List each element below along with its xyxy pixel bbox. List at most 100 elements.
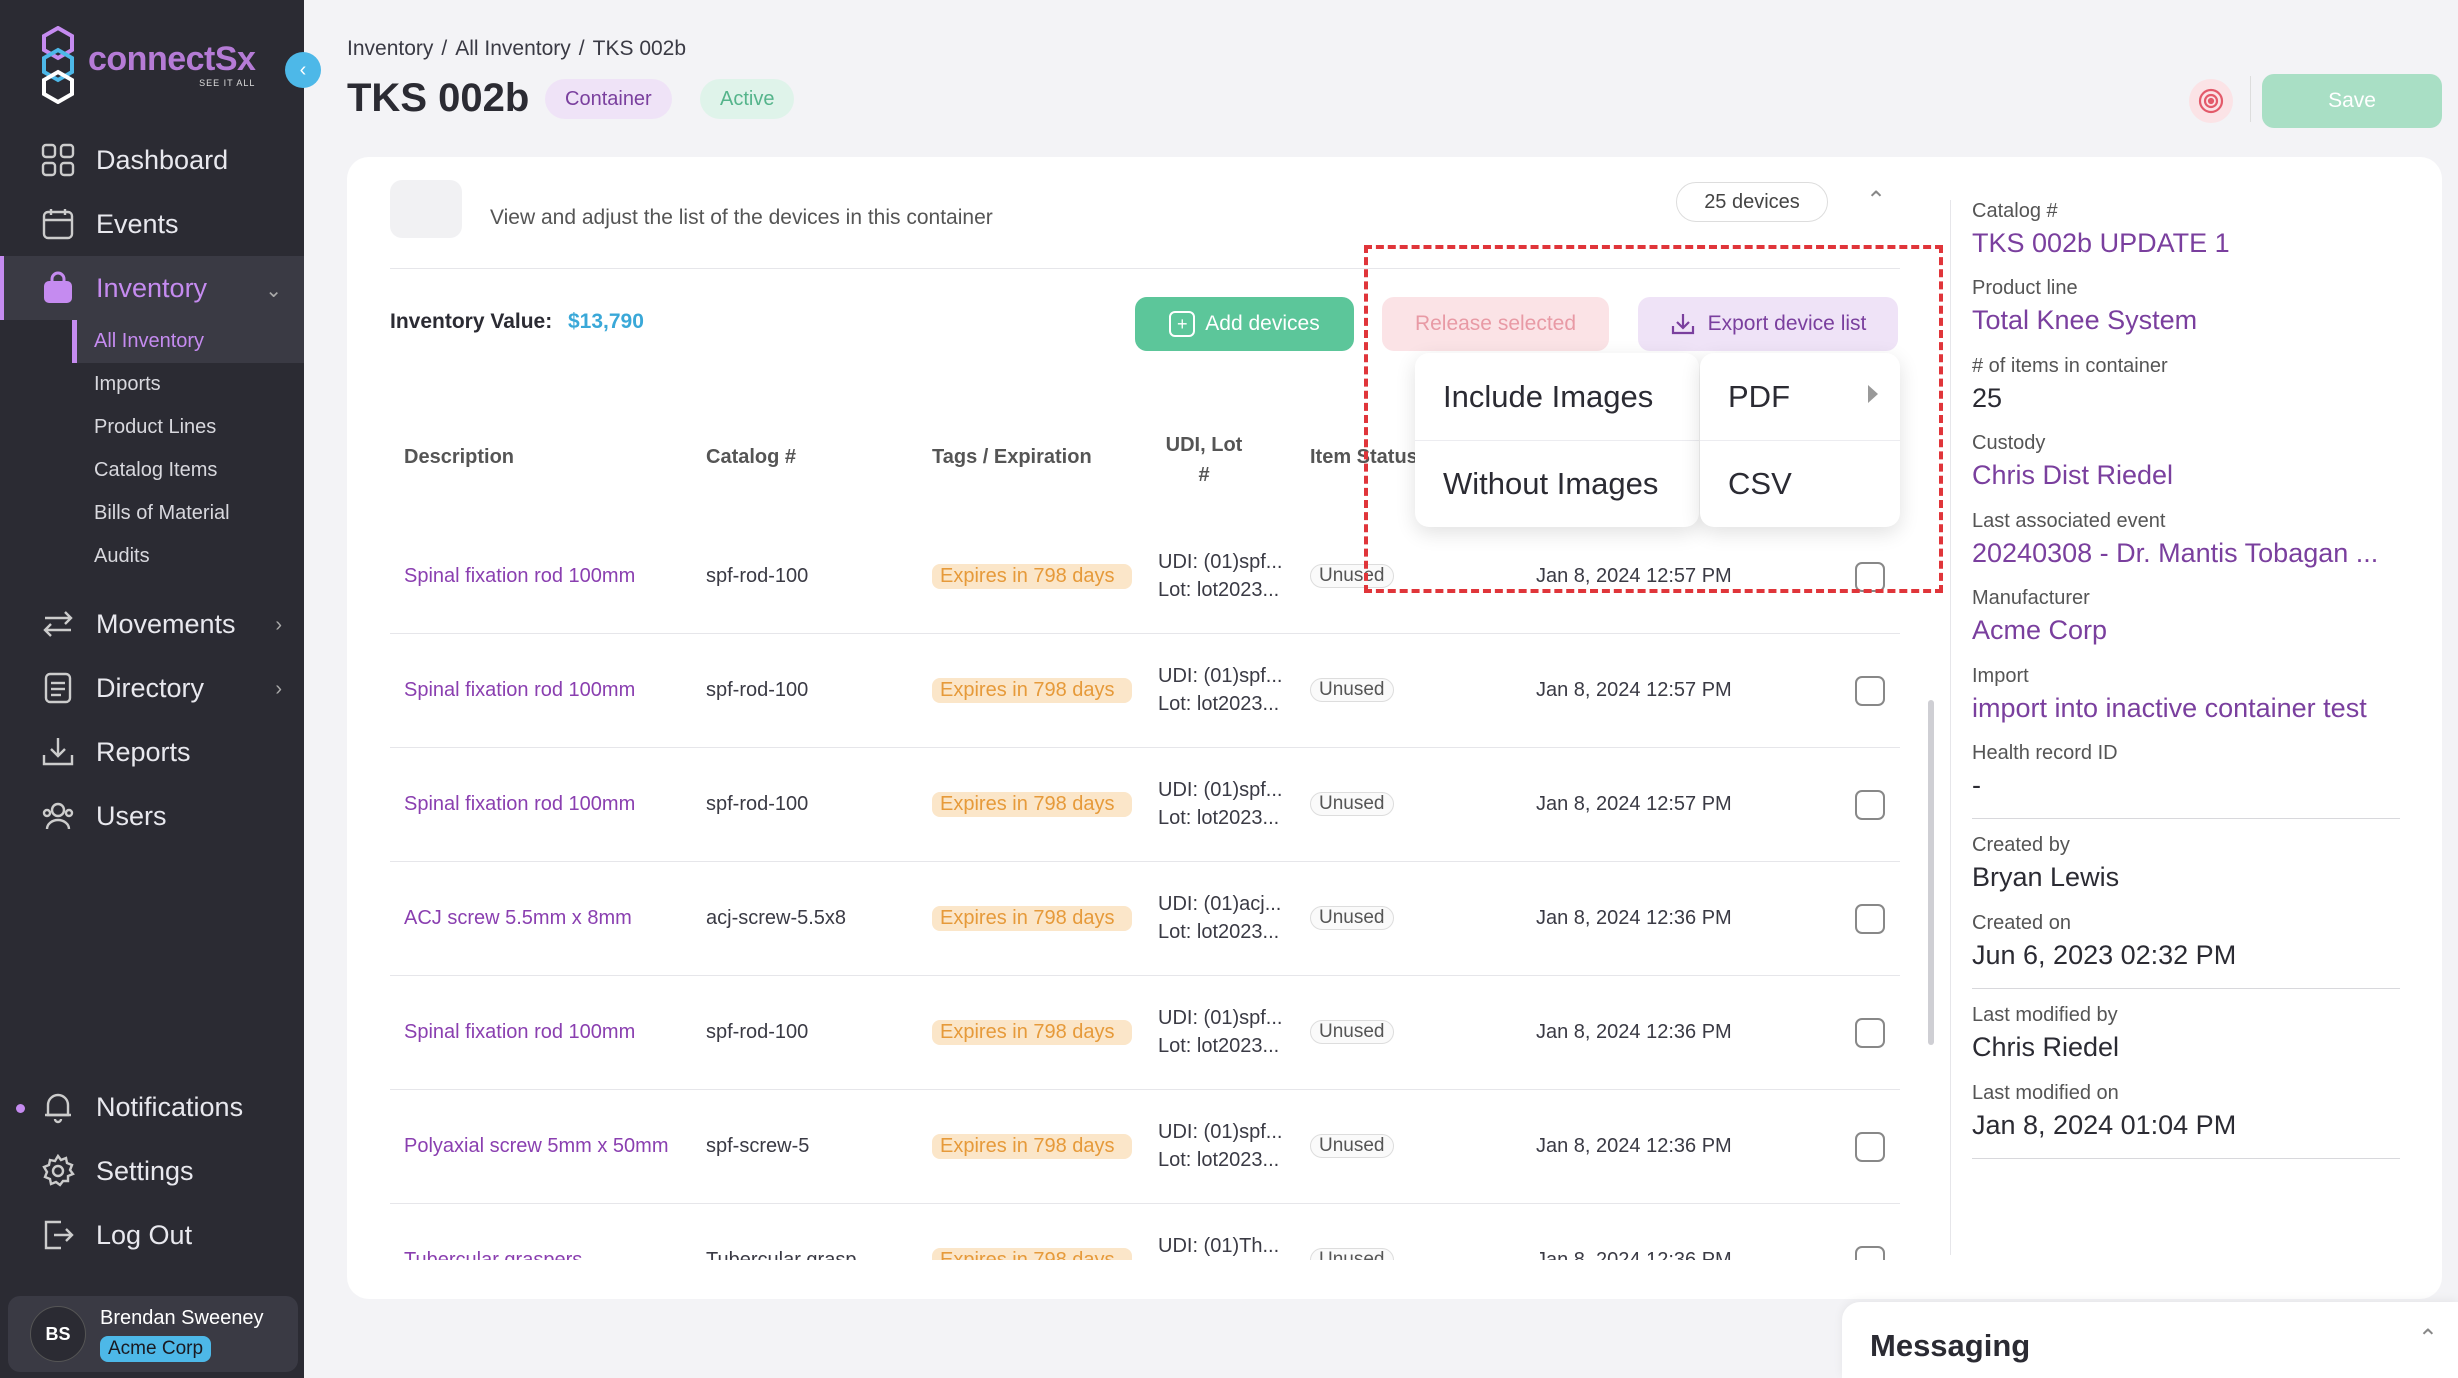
release-selected-button[interactable]: Release selected	[1382, 297, 1609, 351]
detail-label: Custody	[1972, 432, 2046, 454]
messaging-title: Messaging	[1870, 1328, 2031, 1363]
catalog-number: Tubercular grasp...	[706, 1249, 874, 1260]
collapse-sidebar-button[interactable]: ‹	[285, 52, 321, 88]
added-date: Jan 8, 2024 12:57 PM	[1536, 565, 1732, 587]
sidebar-item-notifications[interactable]: Notifications	[0, 1075, 304, 1139]
menu-item-pdf[interactable]: PDF	[1700, 353, 1900, 440]
save-button[interactable]: Save	[2262, 74, 2442, 128]
chevron-down-icon: ⌄	[265, 280, 282, 302]
row-checkbox[interactable]	[1855, 904, 1885, 934]
export-device-list-button[interactable]: Export device list	[1638, 297, 1898, 351]
table-row[interactable]: Polyaxial screw 5mm x 50mm spf-screw-5 Exp…	[390, 1090, 1900, 1204]
sidebar-item-logout[interactable]: Log Out	[0, 1203, 304, 1267]
table-row[interactable]: Spinal fixation rod 100mm spf-rod-100 Expi…	[390, 634, 1900, 748]
sidebar-subitem-audits[interactable]: Audits	[94, 545, 150, 567]
detail-link[interactable]: Chris Dist Riedel	[1972, 460, 2174, 490]
device-description-link[interactable]: Spinal fixation rod 100mm	[404, 565, 636, 587]
target-button[interactable]	[2189, 79, 2233, 123]
detail-link[interactable]: TKS 002b UPDATE 1	[1972, 228, 2230, 258]
column-header-tags[interactable]: Tags / Expiration	[932, 446, 1092, 468]
bag-icon	[40, 270, 76, 306]
sidebar-item-label: Movements	[96, 608, 236, 639]
table-row[interactable]: Spinal fixation rod 100mm spf-rod-100 Expi…	[390, 976, 1900, 1090]
download-icon	[40, 734, 76, 770]
column-header-catalog[interactable]: Catalog #	[706, 446, 797, 468]
sidebar-subitem-imports[interactable]: Imports	[94, 373, 161, 395]
chevron-up-icon[interactable]: ⌃	[1866, 187, 1887, 214]
added-date: Jan 8, 2024 12:57 PM	[1536, 679, 1732, 701]
logo-mark-icon	[42, 26, 74, 104]
user-card[interactable]: BS Brendan Sweeney Acme Corp	[8, 1296, 298, 1372]
udi-value: UDI: (01)spf...	[1158, 1121, 1283, 1143]
chevron-up-icon[interactable]: ⌃	[2417, 1325, 2438, 1352]
detail-link[interactable]: import into inactive container test	[1972, 693, 2367, 723]
bottom-nav: Notifications Settings Log Out	[0, 1075, 304, 1267]
udi-value: UDI: (01)Th...	[1158, 1235, 1280, 1257]
logo[interactable]: connectSx SEE IT ALL	[40, 26, 256, 104]
detail-label: Last associated event	[1972, 510, 2166, 532]
expiration-tag: Expires in 798 days	[932, 564, 1132, 589]
device-description-link[interactable]: ACJ screw 5.5mm x 8mm	[404, 907, 632, 929]
table-row[interactable]: Spinal fixation rod 100mm spf-rod-100 Expi…	[390, 520, 1900, 634]
device-description-link[interactable]: Spinal fixation rod 100mm	[404, 1021, 636, 1043]
detail-divider	[1972, 818, 2400, 819]
table-scrollbar[interactable]	[1928, 700, 1934, 1045]
sidebar-item-events[interactable]: Events	[0, 192, 304, 256]
breadcrumb-item[interactable]: Inventory	[347, 37, 434, 60]
sidebar-item-directory[interactable]: Directory ›	[0, 656, 304, 720]
table-row[interactable]: Spinal fixation rod 100mm spf-rod-100 Expi…	[390, 748, 1900, 862]
row-checkbox[interactable]	[1855, 1246, 1885, 1260]
sidebar-subitem-all-inventory[interactable]: All Inventory	[72, 320, 304, 363]
add-devices-button[interactable]: + Add devices	[1135, 297, 1354, 351]
breadcrumb-item[interactable]: All Inventory	[455, 37, 571, 60]
table-row[interactable]: ACJ screw 5.5mm x 8mm acj-screw-5.5x8 Expi…	[390, 862, 1900, 976]
messaging-panel[interactable]: Messaging ⌃	[1842, 1302, 2458, 1378]
sidebar-subitem-bills-of-material[interactable]: Bills of Material	[94, 502, 230, 524]
menu-item-include-images[interactable]: Include Images	[1443, 378, 1654, 414]
logo-text-b: Sx	[214, 40, 256, 78]
logo-tagline: SEE IT ALL	[199, 78, 256, 88]
table-row[interactable]: Tubercular graspers Tubercular grasp... Ex…	[390, 1204, 1900, 1260]
device-description-link[interactable]: Spinal fixation rod 100mm	[404, 793, 636, 815]
device-description-link[interactable]: Spinal fixation rod 100mm	[404, 679, 636, 701]
row-checkbox[interactable]	[1855, 1018, 1885, 1048]
directory-icon	[40, 670, 76, 706]
udi-value: UDI: (01)spf...	[1158, 779, 1283, 801]
sidebar-item-users[interactable]: Users	[0, 784, 304, 848]
menu-item-without-images[interactable]: Without Images	[1415, 440, 1699, 527]
lot-value: Lot: lot2023...	[1158, 921, 1280, 943]
sidebar-item-movements[interactable]: Movements ›	[0, 592, 304, 656]
sidebar-subitem-catalog-items[interactable]: Catalog Items	[94, 459, 218, 481]
menu-item-csv[interactable]: CSV	[1700, 440, 1900, 527]
detail-link[interactable]: Acme Corp	[1972, 615, 2108, 645]
user-org-badge: Acme Corp	[100, 1335, 212, 1362]
row-checkbox[interactable]	[1855, 1132, 1885, 1162]
catalog-number: spf-rod-100	[706, 1021, 809, 1043]
column-header-description[interactable]: Description	[404, 446, 515, 468]
device-description-link[interactable]: Polyaxial screw 5mm x 50mm	[404, 1135, 669, 1157]
detail-label: Health record ID	[1972, 742, 2118, 764]
catalog-number: acj-screw-5.5x8	[706, 907, 847, 929]
column-header-udi[interactable]: UDI, Lot #	[1165, 434, 1243, 486]
row-checkbox[interactable]	[1855, 790, 1885, 820]
row-checkbox[interactable]	[1855, 562, 1885, 592]
inventory-value: $13,790	[568, 310, 644, 333]
item-status-badge: Unused	[1310, 792, 1394, 816]
detail-link[interactable]: Total Knee System	[1972, 305, 2198, 335]
added-date: Jan 8, 2024 12:36 PM	[1536, 1021, 1732, 1043]
sidebar-item-label: Directory	[96, 672, 205, 703]
detail-label: Last modified by	[1972, 1004, 2118, 1026]
sidebar-subitem-product-lines[interactable]: Product Lines	[94, 416, 217, 438]
sidebar-item-inventory[interactable]: Inventory ⌄	[0, 256, 304, 320]
row-checkbox[interactable]	[1855, 676, 1885, 706]
column-header-status[interactable]: Item Status	[1310, 446, 1418, 468]
divider	[390, 268, 1900, 269]
sidebar-item-reports[interactable]: Reports	[0, 720, 304, 784]
logo-text-a: connect	[88, 40, 215, 78]
udi-value: UDI: (01)spf...	[1158, 551, 1283, 573]
catalog-number: spf-screw-5	[706, 1135, 810, 1157]
device-description-link[interactable]: Tubercular graspers	[404, 1249, 583, 1260]
detail-link[interactable]: 20240308 - Dr. Mantis Tobagan ...	[1972, 538, 2379, 568]
sidebar-item-settings[interactable]: Settings	[0, 1139, 304, 1203]
sidebar-item-dashboard[interactable]: Dashboard	[0, 128, 304, 192]
